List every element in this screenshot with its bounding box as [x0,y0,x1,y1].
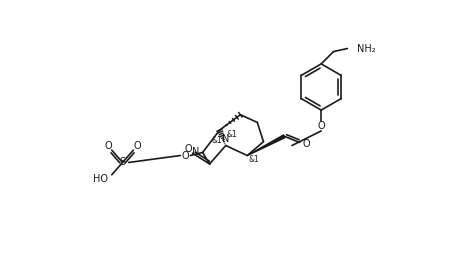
Text: O: O [133,141,141,151]
Text: N: N [192,148,199,158]
Text: O: O [104,141,112,151]
Polygon shape [247,135,285,155]
Text: O: O [181,151,189,161]
Text: NH₂: NH₂ [357,43,376,53]
Text: &1: &1 [248,155,259,164]
Text: &1: &1 [211,136,222,145]
Text: HO: HO [94,174,109,184]
Text: S: S [119,158,126,168]
Text: &1: &1 [226,130,237,139]
Text: O: O [302,139,309,149]
Text: N: N [222,134,229,144]
Text: O: O [184,144,192,154]
Text: O: O [317,121,325,131]
